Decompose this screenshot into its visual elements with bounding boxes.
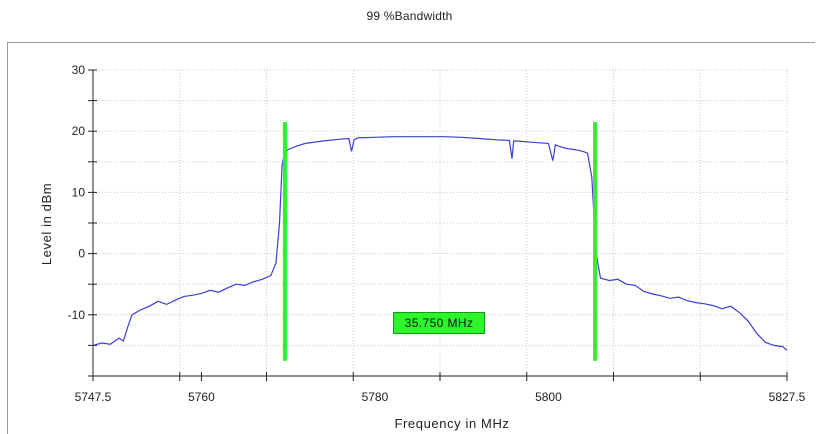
x-tick-label: 5780	[362, 390, 389, 404]
spectrum-trace	[92, 136, 788, 351]
spectrum-trace-layer	[92, 136, 788, 351]
y-axis-title: Level in dBm	[39, 183, 54, 265]
x-tick-label: 5827.5	[769, 390, 806, 404]
x-axis-title: Frequency in MHz	[394, 416, 509, 431]
plot-frame	[7, 42, 815, 434]
y-tick-label: 20	[72, 124, 86, 138]
y-tick-label: 0	[78, 247, 85, 261]
chart-title: 99 %Bandwidth	[366, 9, 453, 23]
y-tick-label: 30	[72, 63, 86, 77]
x-tick-label: 5760	[188, 390, 215, 404]
x-tick-label: 5800	[535, 390, 562, 404]
x-tick-label: 5747.5	[75, 390, 112, 404]
axes: 30 20 10 0 -10 5747.5 5760 5780 5800 5827.5	[68, 63, 806, 404]
occupied-bandwidth-label: 35.750 MHz	[393, 312, 485, 334]
y-tick-label: 10	[72, 185, 86, 199]
bandwidth-markers	[282, 122, 598, 361]
y-tick-label: -10	[68, 308, 86, 322]
